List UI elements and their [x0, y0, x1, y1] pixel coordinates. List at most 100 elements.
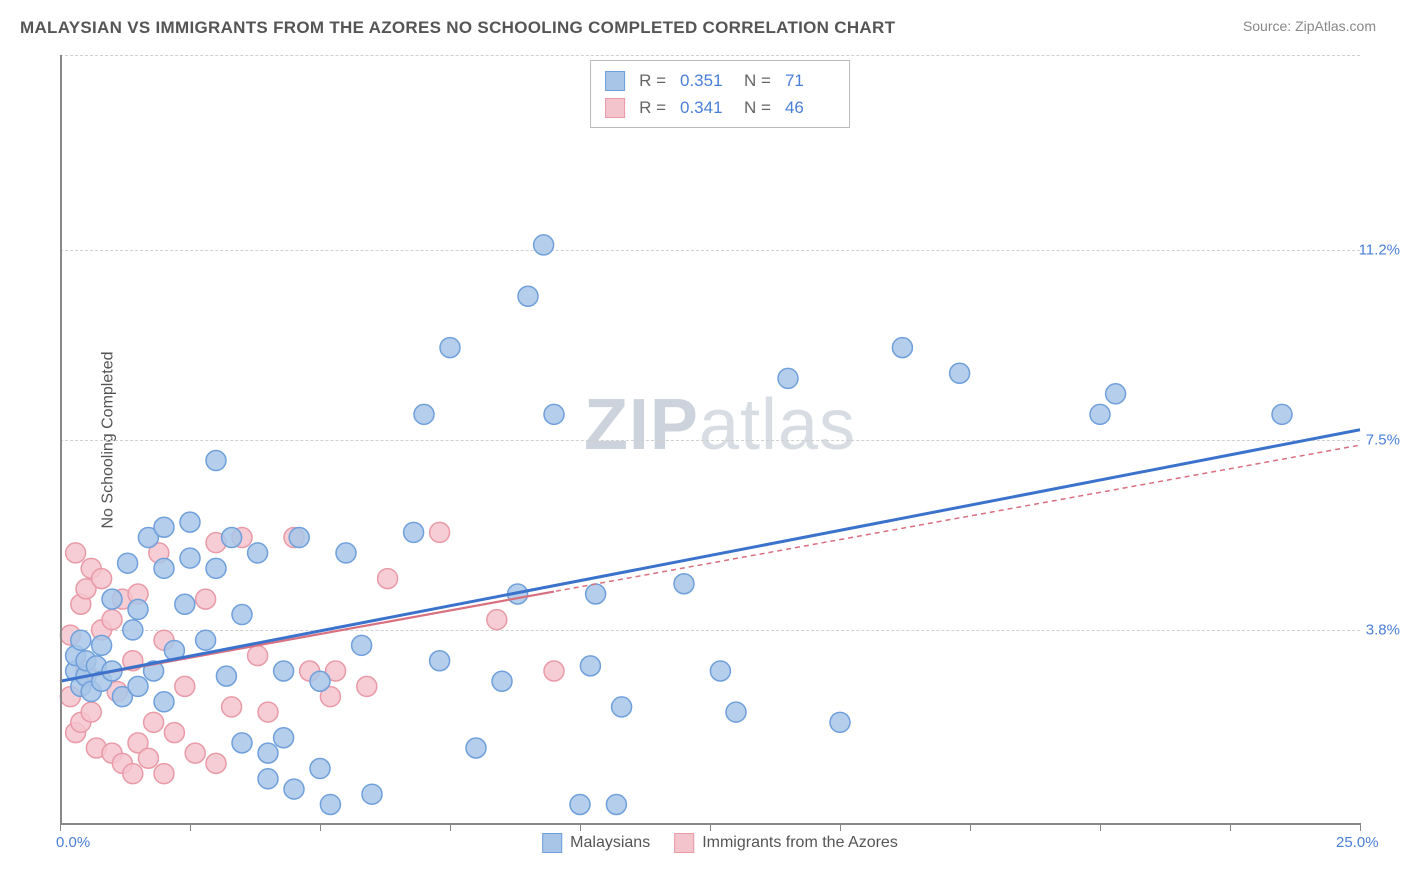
data-point: [612, 697, 632, 717]
data-point: [284, 779, 304, 799]
source-attribution: Source: ZipAtlas.com: [1243, 18, 1376, 34]
data-point: [102, 589, 122, 609]
data-point: [138, 748, 158, 768]
data-point: [154, 764, 174, 784]
swatch-series-1: [605, 71, 625, 91]
data-point: [258, 769, 278, 789]
data-point: [71, 630, 91, 650]
data-point: [586, 584, 606, 604]
data-point: [320, 794, 340, 814]
data-point: [414, 404, 434, 424]
legend-item-1: Malaysians: [542, 833, 650, 853]
data-point: [154, 558, 174, 578]
scatter-plot: [60, 55, 1380, 825]
stats-legend-box: R = 0.351 N = 71 R = 0.341 N = 46: [590, 60, 850, 128]
x-tick: [710, 823, 711, 831]
x-tick: [190, 823, 191, 831]
data-point: [144, 712, 164, 732]
data-point: [1272, 404, 1292, 424]
data-point: [175, 676, 195, 696]
y-axis-line: [60, 55, 62, 825]
data-point: [492, 671, 512, 691]
data-point: [185, 743, 205, 763]
data-point: [92, 569, 112, 589]
header: MALAYSIAN VS IMMIGRANTS FROM THE AZORES …: [0, 0, 1406, 48]
stat-r-label: R =: [639, 94, 666, 121]
data-point: [580, 656, 600, 676]
chart-title: MALAYSIAN VS IMMIGRANTS FROM THE AZORES …: [20, 18, 895, 38]
x-tick: [60, 823, 61, 831]
data-point: [248, 646, 268, 666]
bottom-legend: Malaysians Immigrants from the Azores: [542, 833, 898, 853]
stat-n-label: N =: [744, 94, 771, 121]
stat-r-label: R =: [639, 67, 666, 94]
data-point: [440, 338, 460, 358]
data-point: [674, 574, 694, 594]
x-tick: [1230, 823, 1231, 831]
data-point: [102, 610, 122, 630]
data-point: [310, 671, 330, 691]
x-tick-label: 0.0%: [56, 834, 90, 851]
stat-r-value-2: 0.341: [680, 94, 730, 121]
data-point: [544, 661, 564, 681]
data-point: [430, 651, 450, 671]
data-point: [180, 548, 200, 568]
data-point: [778, 368, 798, 388]
data-point: [128, 676, 148, 696]
data-point: [258, 702, 278, 722]
data-point: [336, 543, 356, 563]
data-point: [206, 753, 226, 773]
data-point: [222, 697, 242, 717]
data-point: [66, 543, 86, 563]
data-point: [258, 743, 278, 763]
data-point: [248, 543, 268, 563]
data-point: [544, 404, 564, 424]
swatch-series-1-icon: [542, 833, 562, 853]
data-point: [570, 794, 590, 814]
data-point: [274, 661, 294, 681]
data-point: [726, 702, 746, 722]
stat-n-value-1: 71: [785, 67, 835, 94]
swatch-series-2: [605, 98, 625, 118]
data-point: [892, 338, 912, 358]
data-point: [154, 692, 174, 712]
data-point: [123, 620, 143, 640]
data-point: [81, 702, 101, 722]
data-point: [378, 569, 398, 589]
data-point: [128, 599, 148, 619]
x-tick: [840, 823, 841, 831]
data-point: [289, 528, 309, 548]
x-tick: [970, 823, 971, 831]
data-point: [206, 558, 226, 578]
data-point: [232, 605, 252, 625]
data-point: [1090, 404, 1110, 424]
data-point: [357, 676, 377, 696]
data-point: [196, 589, 216, 609]
x-tick: [1360, 823, 1361, 831]
data-point: [487, 610, 507, 630]
x-tick-label: 25.0%: [1336, 834, 1379, 851]
stat-n-label: N =: [744, 67, 771, 94]
data-point: [232, 733, 252, 753]
data-point: [534, 235, 554, 255]
data-point: [518, 286, 538, 306]
data-point: [710, 661, 730, 681]
data-point: [222, 528, 242, 548]
data-point: [404, 522, 424, 542]
data-point: [352, 635, 372, 655]
stat-r-value-1: 0.351: [680, 67, 730, 94]
data-point: [164, 723, 184, 743]
data-point: [310, 759, 330, 779]
data-point: [206, 451, 226, 471]
data-point: [196, 630, 216, 650]
data-point: [274, 728, 294, 748]
data-point: [466, 738, 486, 758]
data-point: [175, 594, 195, 614]
data-point: [154, 517, 174, 537]
legend-label-2: Immigrants from the Azores: [702, 834, 898, 852]
data-point: [123, 764, 143, 784]
data-point: [118, 553, 138, 573]
stats-row-series-2: R = 0.341 N = 46: [605, 94, 835, 121]
data-point: [216, 666, 236, 686]
data-point: [430, 522, 450, 542]
